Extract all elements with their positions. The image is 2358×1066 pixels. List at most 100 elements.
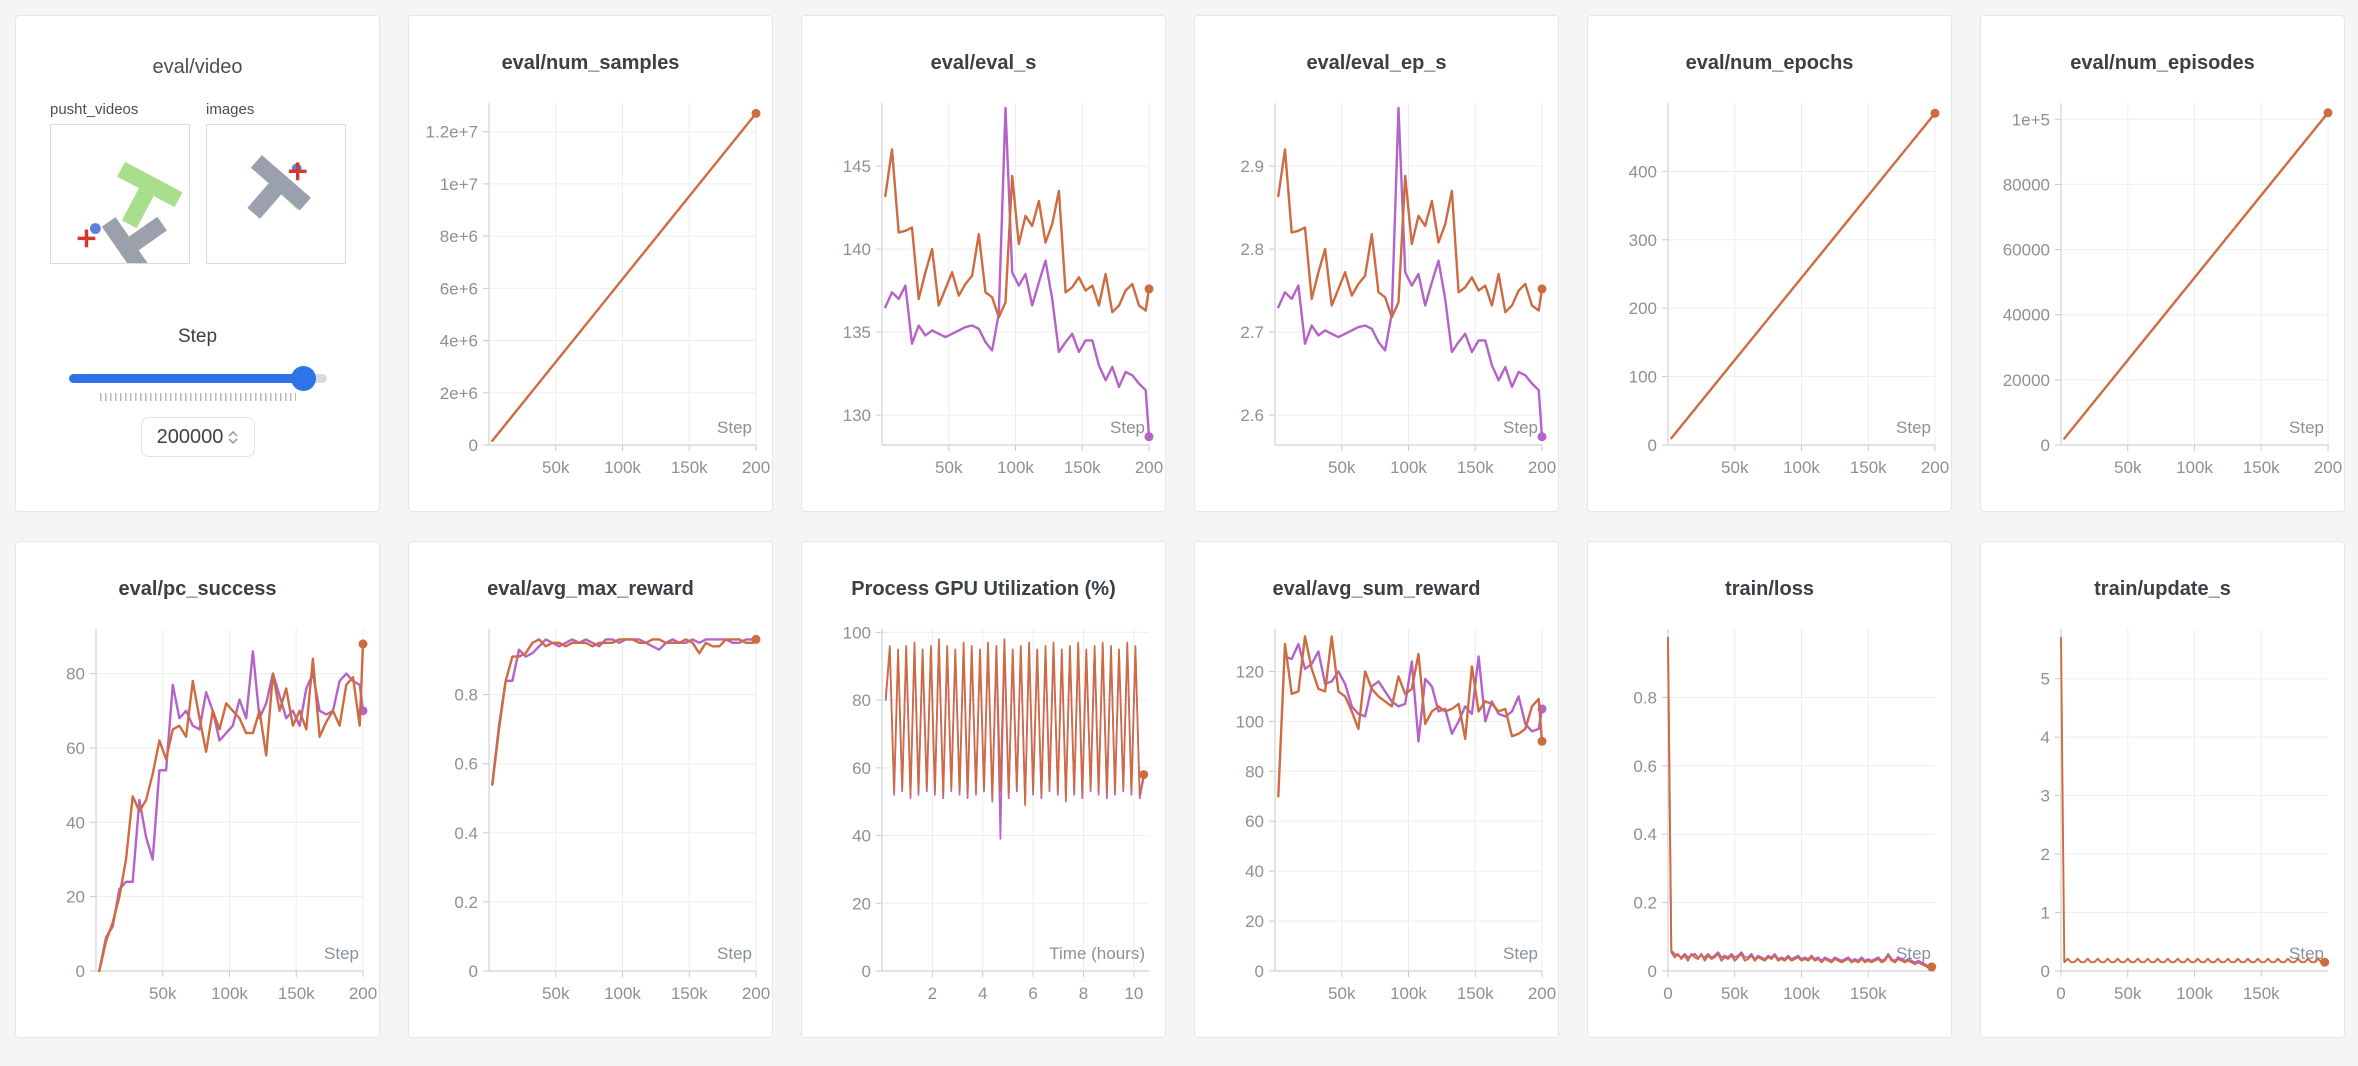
svg-text:Step: Step xyxy=(324,944,359,963)
line-chart[interactable]: 50k 100k 150k 200 0 20 40 60 80 100 120 Step xyxy=(1195,615,1558,1027)
pusht-render-image xyxy=(247,155,311,219)
step-input-value[interactable]: 200000 xyxy=(156,425,224,448)
svg-text:60: 60 xyxy=(66,739,85,758)
svg-text:150k: 150k xyxy=(278,984,315,1003)
svg-text:20: 20 xyxy=(66,888,85,907)
line-chart[interactable]: 50k 100k 150k 200 2.6 2.7 2.8 2.9 Step xyxy=(1195,89,1558,501)
svg-text:20: 20 xyxy=(852,894,871,913)
chart-panel-train-loss[interactable]: train/loss 0 50k 100k 150k 0 0.2 0.4 0.6 0.8 Step xyxy=(1587,541,1952,1038)
line-chart[interactable]: 50k 100k 150k 200 0 20000 40000 60000 80000 1e+5 S… xyxy=(1981,89,2344,501)
svg-text:2.6: 2.6 xyxy=(1240,406,1264,425)
svg-text:100k: 100k xyxy=(2176,984,2213,1003)
line-chart[interactable]: 50k 100k 150k 200 0 2e+6 4e+6 6e+6 8e+6 1e+7 1.2e+… xyxy=(409,89,772,501)
svg-text:80: 80 xyxy=(1245,762,1264,781)
svg-text:5: 5 xyxy=(2041,670,2050,689)
line-chart[interactable]: 0 50k 100k 150k 0 0.2 0.4 0.6 0.8 Step xyxy=(1588,615,1951,1027)
svg-text:50k: 50k xyxy=(1328,984,1356,1003)
panel-eval-video[interactable]: eval/video pusht_videos xyxy=(15,15,380,512)
chart-panel-eval-num-episodes[interactable]: eval/num_episodes 50k 100k 150k 200 0 20000 40… xyxy=(1980,15,2345,512)
chart-panel-eval-pc-success[interactable]: eval/pc_success 50k 100k 150k 200 0 20 40 60 80 S… xyxy=(15,541,380,1038)
svg-text:0: 0 xyxy=(2056,984,2065,1003)
spinner-up-icon[interactable] xyxy=(228,430,238,437)
svg-text:40000: 40000 xyxy=(2003,306,2050,325)
svg-text:100k: 100k xyxy=(2176,458,2213,477)
pusht-video-thumbnail[interactable] xyxy=(50,124,190,281)
slider-fill xyxy=(68,374,315,383)
spinner-down-icon[interactable] xyxy=(228,437,238,444)
chart-title: Process GPU Utilization (%) xyxy=(851,578,1116,600)
images-thumbnail[interactable] xyxy=(206,124,346,264)
svg-text:Step: Step xyxy=(1896,418,1931,437)
svg-text:200: 200 xyxy=(742,984,770,1003)
svg-text:300: 300 xyxy=(1629,231,1657,250)
svg-text:80000: 80000 xyxy=(2003,175,2050,194)
chart-panel-eval-avg-max-reward[interactable]: eval/avg_max_reward 50k 100k 150k 200 0 0.2 0.… xyxy=(408,541,773,1038)
chart-title: eval/avg_max_reward xyxy=(487,578,694,600)
svg-text:0.8: 0.8 xyxy=(454,686,478,705)
svg-text:100k: 100k xyxy=(1783,984,1820,1003)
svg-text:4: 4 xyxy=(978,984,987,1003)
svg-text:150k: 150k xyxy=(2243,984,2280,1003)
svg-text:0.8: 0.8 xyxy=(1633,688,1657,707)
chart-panel-train-update-s[interactable]: train/update_s 0 50k 100k 150k 0 1 2 3 4 5 Step xyxy=(1980,541,2345,1038)
svg-text:145: 145 xyxy=(843,157,871,176)
svg-text:2.9: 2.9 xyxy=(1240,157,1264,176)
svg-text:200: 200 xyxy=(349,984,377,1003)
slider-tick-ruler xyxy=(99,393,296,401)
svg-text:50k: 50k xyxy=(1328,458,1356,477)
svg-text:150k: 150k xyxy=(1457,984,1494,1003)
svg-text:130: 130 xyxy=(843,406,871,425)
svg-text:0: 0 xyxy=(1648,436,1657,455)
pusht-render-video xyxy=(77,161,183,281)
svg-text:200: 200 xyxy=(742,458,770,477)
step-input[interactable]: 200000 xyxy=(140,417,255,457)
svg-text:20: 20 xyxy=(1245,912,1264,931)
svg-text:100k: 100k xyxy=(1390,984,1427,1003)
media-label: images xyxy=(206,101,255,118)
svg-text:50k: 50k xyxy=(1721,458,1749,477)
svg-text:0: 0 xyxy=(1648,962,1657,981)
svg-text:0.6: 0.6 xyxy=(454,755,478,774)
line-chart[interactable]: 50k 100k 150k 200 0 100 200 300 400 Step xyxy=(1588,89,1951,501)
chart-title: train/loss xyxy=(1725,578,1814,600)
step-slider[interactable] xyxy=(68,366,327,391)
chart-panel-process-gpu-utilization[interactable]: Process GPU Utilization (%) 2 4 6 8 10 0 20 40 6… xyxy=(801,541,1166,1038)
step-spinner xyxy=(228,430,238,444)
svg-text:0.2: 0.2 xyxy=(1633,894,1657,913)
svg-text:200: 200 xyxy=(1629,299,1657,318)
svg-text:50k: 50k xyxy=(542,984,570,1003)
svg-text:2: 2 xyxy=(928,984,937,1003)
svg-text:120: 120 xyxy=(1236,662,1264,681)
svg-text:2.7: 2.7 xyxy=(1240,323,1264,342)
svg-text:Step: Step xyxy=(1896,944,1931,963)
svg-text:0: 0 xyxy=(1663,984,1672,1003)
chart-panel-eval-avg-sum-reward[interactable]: eval/avg_sum_reward 50k 100k 150k 200 0 20 40 6… xyxy=(1194,541,1559,1038)
svg-text:0.4: 0.4 xyxy=(1633,825,1657,844)
svg-text:Step: Step xyxy=(2289,418,2324,437)
line-chart[interactable]: 50k 100k 150k 200 0 20 40 60 80 Step xyxy=(16,615,379,1027)
svg-text:50k: 50k xyxy=(2114,458,2142,477)
line-chart[interactable]: 50k 100k 150k 200 0 0.2 0.4 0.6 0.8 Step xyxy=(409,615,772,1027)
svg-text:200: 200 xyxy=(1135,458,1163,477)
chart-panel-eval-eval-s[interactable]: eval/eval_s 50k 100k 150k 200 130 135 140 145 St… xyxy=(801,15,1166,512)
line-chart[interactable]: 50k 100k 150k 200 130 135 140 145 Step xyxy=(802,89,1165,501)
svg-text:100: 100 xyxy=(1236,712,1264,731)
svg-text:Step: Step xyxy=(1503,944,1538,963)
svg-text:100: 100 xyxy=(843,623,871,642)
chart-panel-eval-eval-ep-s[interactable]: eval/eval_ep_s 50k 100k 150k 200 2.6 2.7 2.8 2.… xyxy=(1194,15,1559,512)
svg-text:3: 3 xyxy=(2041,787,2050,806)
step-slider-handle[interactable] xyxy=(290,366,316,391)
svg-text:1e+7: 1e+7 xyxy=(440,175,478,194)
media-row: pusht_videos xyxy=(16,101,379,281)
svg-text:40: 40 xyxy=(66,813,85,832)
chart-title: eval/num_epochs xyxy=(1685,52,1854,74)
svg-text:60: 60 xyxy=(852,759,871,778)
chart-panel-eval-num-samples[interactable]: eval/num_samples 50k 100k 150k 200 0 2e+6 4e+6… xyxy=(408,15,773,512)
chart-panel-eval-num-epochs[interactable]: eval/num_epochs 50k 100k 150k 200 0 100 200 300… xyxy=(1587,15,1952,512)
svg-text:0: 0 xyxy=(2041,436,2050,455)
svg-text:80: 80 xyxy=(66,665,85,684)
svg-text:Step: Step xyxy=(1110,418,1145,437)
svg-text:0: 0 xyxy=(1255,962,1264,981)
